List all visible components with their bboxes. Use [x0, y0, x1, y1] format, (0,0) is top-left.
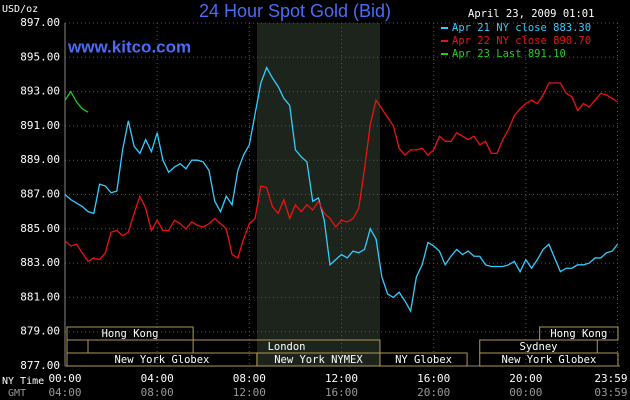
- x-tick-label: 16:00: [417, 372, 450, 385]
- session-label: Hong Kong: [550, 328, 607, 340]
- session-label: NY Globex: [395, 354, 452, 366]
- y-tick-label: 887.00: [20, 188, 60, 201]
- session-label: New York NYMEX: [274, 354, 363, 366]
- y-tick-label: 881.00: [20, 290, 60, 303]
- x-axis-label: NY Time: [2, 376, 44, 387]
- session-label: Sydney: [520, 341, 558, 353]
- chart-title: 24 Hour Spot Gold (Bid): [199, 1, 391, 21]
- x2-tick-label: 04:00: [48, 386, 81, 399]
- y-tick-label: 897.00: [20, 16, 60, 29]
- session-label: Hong Kong: [102, 328, 159, 340]
- price-line: [64, 90, 89, 113]
- session-box: [479, 352, 619, 367]
- legend-label: Apr 22 NY close 890.70: [452, 35, 591, 47]
- x2-tick-label: 03:59: [594, 386, 627, 399]
- price-line: [64, 66, 619, 314]
- x-tick-label: 00:00: [48, 372, 81, 385]
- date: April 23, 2009 01:01: [468, 8, 594, 20]
- y-tick-label: 889.00: [20, 153, 60, 166]
- x-tick-label: 04:00: [141, 372, 174, 385]
- x2-axis-label: GMT: [8, 388, 26, 399]
- legend-label: Apr 23 Last 891.10: [452, 48, 566, 60]
- watermark: www.kitco.com: [67, 37, 191, 56]
- x2-tick-label: 08:00: [141, 386, 174, 399]
- x-tick-label: 23:59: [594, 372, 627, 385]
- price-line: [64, 82, 618, 263]
- session-label: London: [268, 341, 306, 353]
- y-tick-label: 893.00: [20, 85, 60, 98]
- y-tick-label: 895.00: [20, 50, 60, 63]
- session-label: New York Globex: [501, 354, 596, 366]
- y-tick-label: 877.00: [20, 359, 60, 372]
- y-axis-label: USD/oz: [2, 4, 38, 15]
- y-tick-label: 891.00: [20, 119, 60, 132]
- session-box: [66, 326, 194, 341]
- y-tick-label: 883.00: [20, 256, 60, 269]
- x-tick-label: 08:00: [233, 372, 266, 385]
- y-tick-label: 885.00: [20, 222, 60, 235]
- y-tick-label: 879.00: [20, 325, 60, 338]
- x-tick-label: 12:00: [325, 372, 358, 385]
- x2-tick-label: 16:00: [325, 386, 358, 399]
- legend-label: Apr 21 NY close 883.30: [452, 22, 591, 34]
- x2-tick-label: 20:00: [417, 386, 450, 399]
- session-label: New York Globex: [115, 354, 210, 366]
- session-box: [379, 352, 468, 367]
- x2-tick-label: 12:00: [233, 386, 266, 399]
- x-tick-label: 20:00: [509, 372, 542, 385]
- x2-tick-label: 00:00: [509, 386, 542, 399]
